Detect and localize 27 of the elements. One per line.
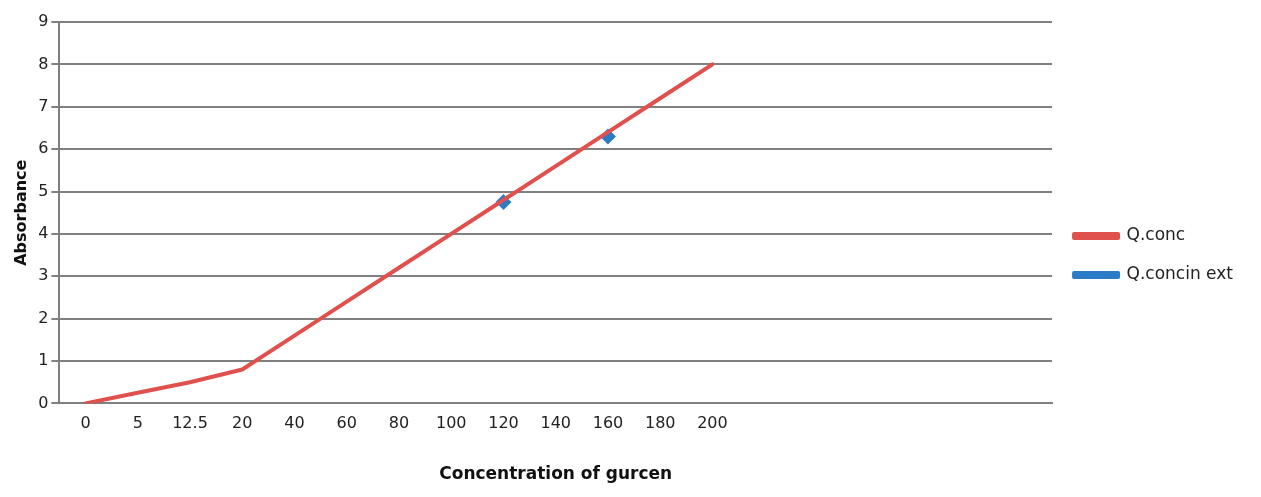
y-tick-label: 3 — [38, 265, 49, 285]
x-tick-label: 80 — [388, 413, 410, 433]
y-tick-label: 0 — [38, 392, 49, 412]
legend-label: Q.concin ext — [1126, 263, 1234, 284]
y-tick-label: 2 — [38, 307, 49, 327]
y-tick-label: 8 — [38, 53, 49, 73]
x-tick-label: 180 — [644, 413, 676, 433]
y-tick-label: 7 — [38, 95, 49, 115]
y-tick-label: 6 — [38, 138, 49, 158]
y-tick-label: 9 — [38, 11, 49, 31]
x-tick-label: 40 — [284, 413, 305, 433]
x-tick-label: 100 — [435, 413, 467, 433]
x-tick-label: 60 — [336, 413, 357, 433]
x-axis-title: Concentration of gurcen — [439, 463, 673, 484]
x-tick-label: 12.5 — [172, 413, 208, 433]
legend-label: Q.conc — [1126, 224, 1186, 245]
x-tick-label: 5 — [132, 413, 143, 433]
x-tick-label: 140 — [540, 413, 571, 433]
y-tick-label: 1 — [38, 350, 49, 370]
x-tick-label: 0 — [80, 413, 91, 433]
y-axis-title: Absorbance — [10, 159, 30, 266]
x-tick-label: 120 — [488, 413, 519, 433]
x-tick-label: 20 — [232, 413, 253, 433]
x-tick-label: 200 — [697, 413, 728, 433]
y-tick-label: 4 — [38, 223, 49, 243]
x-tick-label: 160 — [592, 413, 624, 433]
y-tick-label: 5 — [38, 180, 49, 200]
